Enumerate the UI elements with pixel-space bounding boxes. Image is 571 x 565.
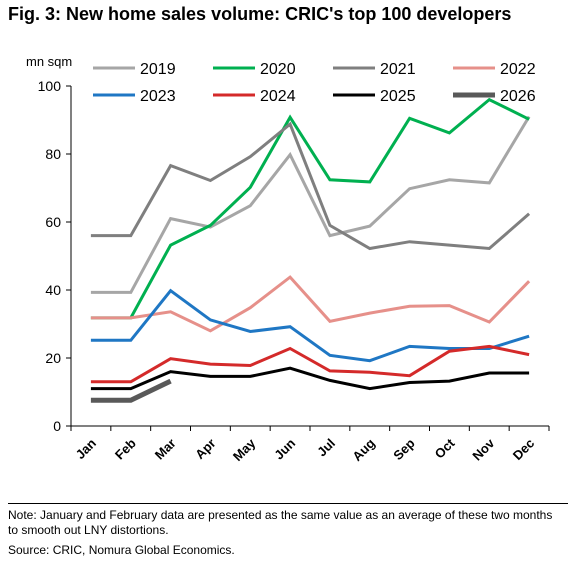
series-line-2026 (90, 378, 172, 403)
footer-divider (8, 503, 568, 504)
x-tick-label: Aug (349, 435, 378, 464)
legend-label-2021: 2021 (380, 61, 416, 78)
legend-label-2025: 2025 (380, 88, 416, 105)
x-tick-label: May (230, 435, 259, 464)
series-lines (90, 97, 531, 403)
x-tick-label: Jan (73, 435, 99, 461)
series-line-2020 (90, 97, 530, 320)
x-tick-label: Nov (469, 435, 498, 464)
chart-title: Fig. 3: New home sales volume: CRIC's to… (8, 4, 512, 24)
legend-label-2019: 2019 (140, 61, 176, 78)
legend-label-2022: 2022 (500, 61, 536, 78)
legend-label-2023: 2023 (140, 88, 176, 105)
series-line-2022 (90, 275, 531, 333)
y-tick-label: 60 (45, 214, 61, 230)
y-tick-label: 80 (45, 146, 61, 162)
series-line-2024 (90, 344, 530, 384)
x-tick-label: Sep (390, 435, 418, 463)
chart-source: Source: CRIC, Nomura Global Economics. (8, 543, 235, 557)
y-tick-label: 0 (53, 418, 61, 434)
x-tick-label: Oct (432, 435, 458, 461)
legend: 2019 2020 2021 2022 2023 2024 2025 2026 (93, 61, 536, 105)
legend-label-2024: 2024 (260, 88, 296, 105)
legend-label-2026: 2026 (500, 88, 536, 105)
x-tick-label: Mar (152, 436, 179, 463)
y-tick-label: 20 (45, 350, 61, 366)
series-line-2025 (90, 366, 530, 391)
x-tick-label: Jun (271, 435, 298, 462)
x-tick-label: Apr (192, 436, 218, 462)
series-line-2023 (90, 288, 530, 363)
x-tick-label: Feb (112, 435, 139, 462)
chart-note: Note: January and February data are pres… (8, 508, 553, 537)
y-tick-label: 40 (45, 282, 61, 298)
series-line-2019 (90, 115, 531, 294)
series-line-2021 (90, 121, 531, 251)
x-tick-label: Dec (510, 436, 537, 463)
legend-label-2020: 2020 (260, 61, 296, 78)
y-tick-label: 100 (38, 78, 62, 94)
y-axis-label: mn sqm (26, 54, 72, 69)
x-tick-label: Jul (314, 436, 338, 460)
